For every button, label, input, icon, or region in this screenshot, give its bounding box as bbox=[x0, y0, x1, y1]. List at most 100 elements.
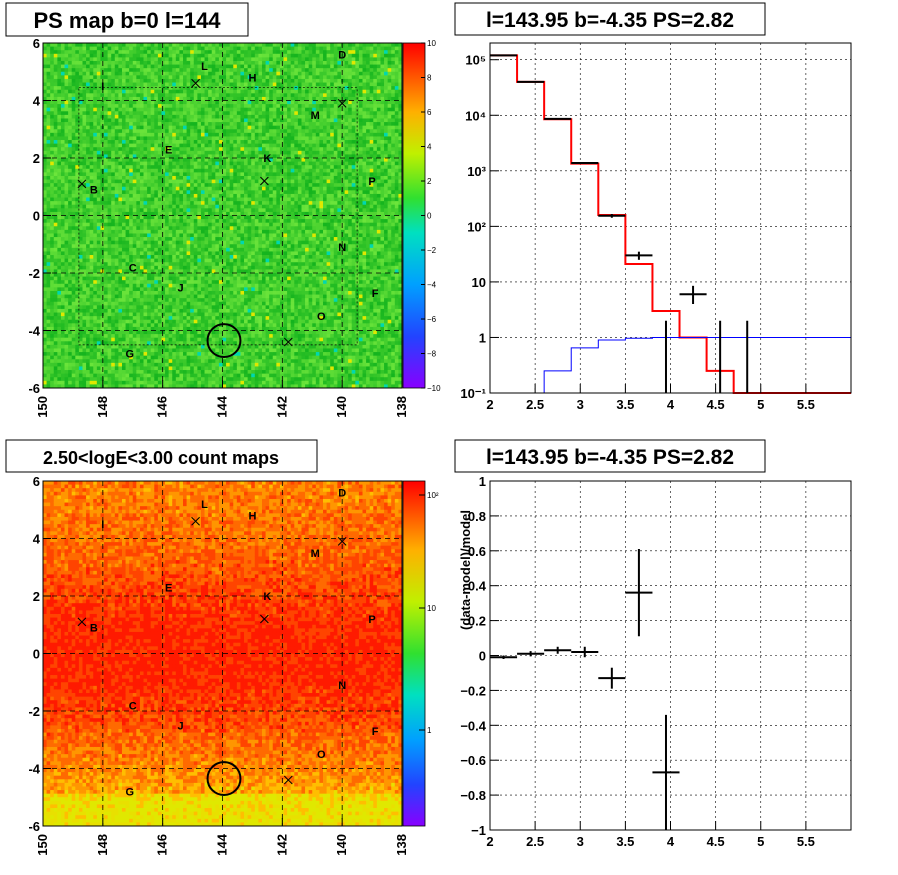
map-pixel bbox=[172, 344, 177, 349]
map-pixel bbox=[139, 370, 144, 375]
map-pixel bbox=[186, 104, 191, 109]
map-pixel bbox=[78, 208, 83, 213]
map-pixel bbox=[46, 273, 51, 277]
map-pixel bbox=[139, 82, 144, 87]
map-pixel bbox=[78, 161, 83, 166]
map-pixel bbox=[125, 323, 130, 328]
map-pixel bbox=[129, 377, 134, 382]
map-pixel bbox=[222, 107, 227, 112]
map-pixel bbox=[64, 233, 69, 238]
map-pixel bbox=[43, 75, 47, 80]
map-pixel bbox=[226, 308, 231, 313]
map-pixel bbox=[46, 301, 51, 306]
map-pixel bbox=[86, 359, 91, 364]
map-pixel bbox=[222, 359, 227, 364]
map-pixel bbox=[179, 104, 184, 109]
map-pixel bbox=[132, 158, 137, 162]
map-pixel bbox=[179, 211, 184, 216]
map-pixel bbox=[150, 53, 155, 58]
map-pixel bbox=[179, 46, 184, 51]
map-pixel bbox=[50, 312, 55, 317]
map-pixel bbox=[71, 330, 76, 335]
map-pixel bbox=[132, 240, 137, 245]
map-pixel bbox=[150, 111, 155, 116]
map-pixel bbox=[215, 265, 220, 270]
map-pixel bbox=[132, 229, 137, 234]
map-pixel bbox=[136, 150, 141, 155]
map-pixel bbox=[215, 190, 220, 195]
map-pixel bbox=[71, 323, 76, 328]
map-pixel bbox=[43, 114, 47, 119]
map-pixel bbox=[104, 355, 109, 360]
map-pixel bbox=[125, 337, 130, 342]
map-pixel bbox=[68, 237, 73, 242]
map-pixel bbox=[136, 344, 141, 349]
map-pixel bbox=[179, 132, 184, 137]
map-pixel bbox=[226, 258, 231, 263]
map-pixel bbox=[89, 237, 94, 242]
map-pixel bbox=[129, 168, 134, 173]
map-pixel bbox=[136, 370, 141, 375]
map-pixel bbox=[143, 330, 148, 335]
map-pixel bbox=[104, 370, 109, 375]
map-pixel bbox=[100, 319, 105, 324]
map-pixel bbox=[60, 255, 65, 260]
map-pixel bbox=[211, 68, 216, 73]
map-pixel bbox=[132, 273, 137, 277]
map-pixel bbox=[107, 377, 112, 382]
map-pixel bbox=[93, 190, 98, 195]
map-pixel bbox=[136, 122, 141, 127]
map-pixel bbox=[218, 247, 223, 252]
map-pixel bbox=[226, 244, 231, 249]
map-pixel bbox=[96, 46, 101, 51]
map-pixel bbox=[211, 229, 216, 234]
map-pixel bbox=[157, 172, 162, 177]
map-pixel bbox=[129, 215, 134, 220]
map-pixel bbox=[78, 330, 83, 335]
map-pixel bbox=[154, 330, 159, 335]
map-pixel bbox=[136, 355, 141, 360]
map-pixel bbox=[154, 377, 159, 382]
map-pixel bbox=[71, 75, 76, 80]
map-pixel bbox=[75, 287, 80, 292]
map-pixel bbox=[107, 348, 112, 353]
map-pixel bbox=[218, 330, 223, 335]
map-pixel bbox=[200, 323, 205, 328]
map-pixel bbox=[226, 316, 231, 321]
map-pixel bbox=[107, 273, 112, 277]
map-pixel bbox=[125, 233, 130, 238]
map-pixel bbox=[165, 258, 170, 263]
map-pixel bbox=[208, 269, 213, 274]
map-pixel bbox=[175, 290, 180, 295]
map-pixel bbox=[82, 229, 87, 234]
map-pixel bbox=[172, 341, 177, 346]
map-pixel bbox=[71, 111, 76, 116]
map-pixel bbox=[68, 215, 73, 220]
map-pixel bbox=[218, 183, 223, 188]
map-pixel bbox=[86, 204, 91, 209]
map-pixel bbox=[175, 330, 180, 335]
map-pixel bbox=[226, 118, 231, 123]
map-pixel bbox=[96, 89, 101, 94]
map-pixel bbox=[186, 251, 191, 256]
map-pixel bbox=[165, 125, 170, 130]
map-pixel bbox=[193, 337, 198, 342]
map-pixel bbox=[60, 68, 65, 73]
map-pixel bbox=[82, 298, 87, 303]
map-pixel bbox=[129, 140, 134, 145]
map-pixel bbox=[129, 82, 134, 87]
map-pixel bbox=[190, 129, 195, 134]
map-pixel bbox=[139, 312, 144, 317]
map-pixel bbox=[96, 352, 101, 357]
map-pixel bbox=[179, 222, 184, 227]
map-pixel bbox=[50, 298, 55, 303]
map-pixel bbox=[204, 316, 209, 321]
map-pixel bbox=[154, 373, 159, 378]
map-pixel bbox=[43, 57, 47, 62]
map-pixel bbox=[50, 78, 55, 83]
map-pixel bbox=[125, 140, 130, 145]
map-pixel bbox=[179, 93, 184, 98]
map-pixel bbox=[68, 233, 73, 238]
map-pixel bbox=[50, 352, 55, 357]
map-pixel bbox=[154, 287, 159, 292]
